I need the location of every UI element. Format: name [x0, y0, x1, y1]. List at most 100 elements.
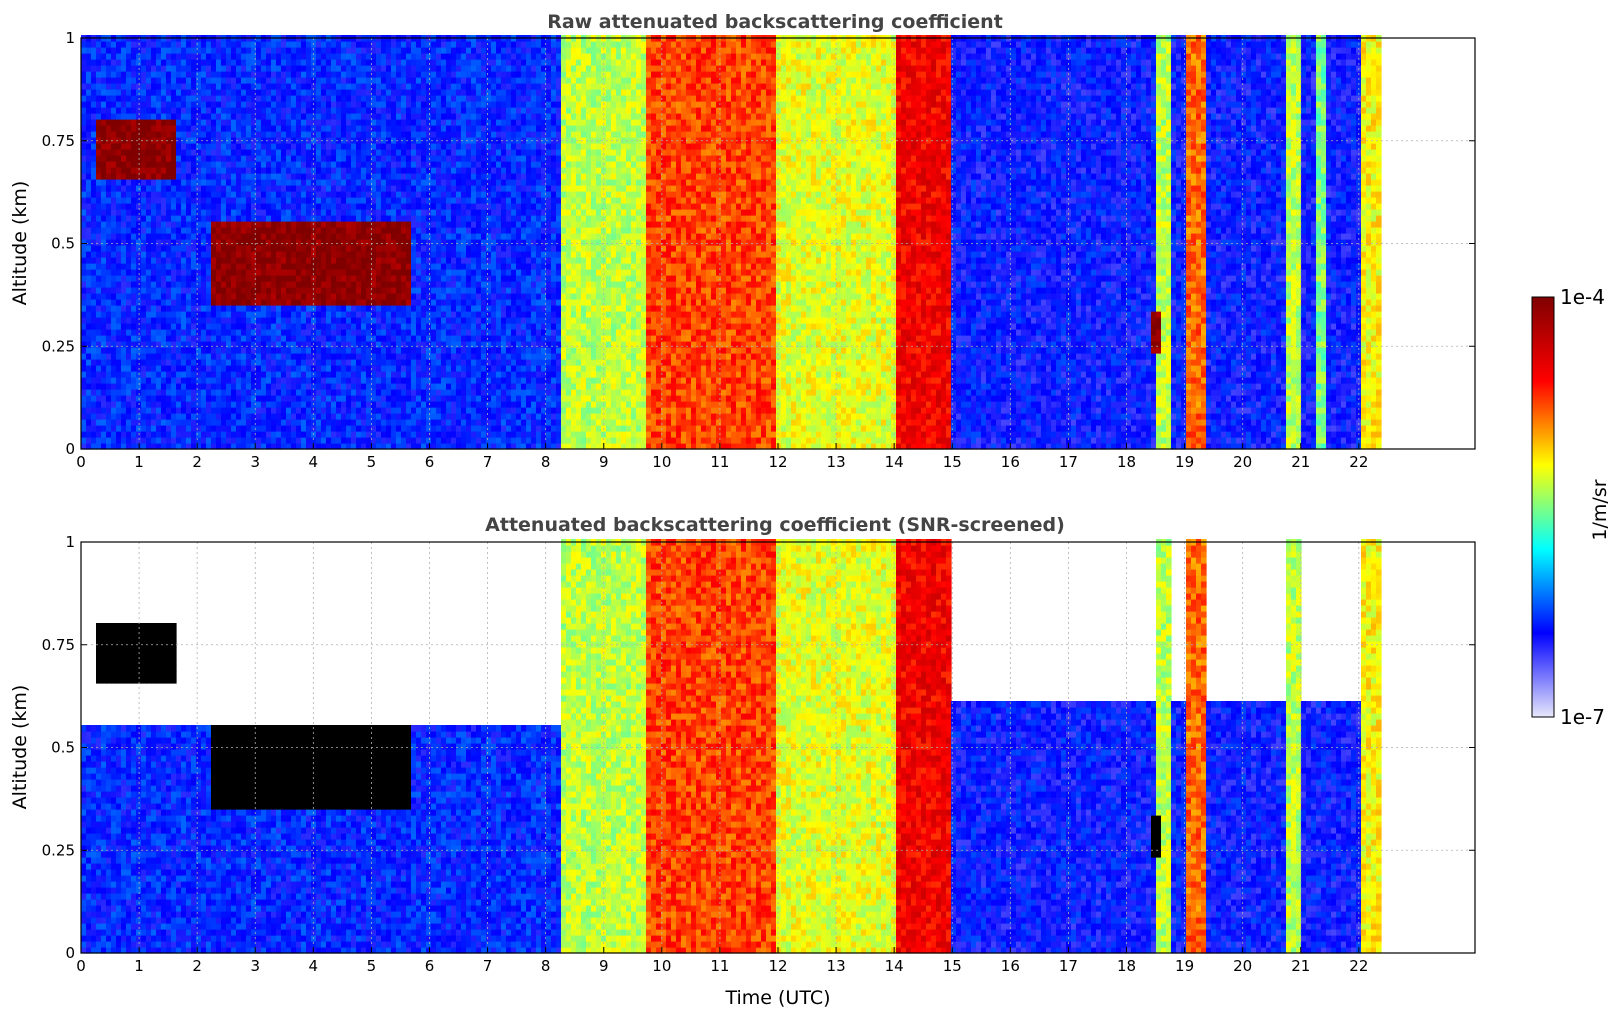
heatmap-cell	[131, 191, 137, 198]
heatmap-cell	[101, 137, 107, 144]
heatmap-cell	[146, 317, 152, 324]
heatmap-cell	[121, 305, 127, 312]
heatmap-cell	[141, 425, 147, 432]
heatmap-cell	[116, 293, 122, 300]
heatmap-cell	[91, 83, 97, 90]
heatmap-cell	[156, 269, 162, 276]
heatmap-cell	[146, 131, 152, 138]
heatmap-cell	[146, 347, 152, 354]
heatmap-cell	[141, 305, 147, 312]
heatmap-cell	[151, 77, 157, 84]
heatmap-cell	[126, 371, 132, 378]
heatmap-cell	[111, 401, 117, 408]
heatmap-cell	[131, 395, 137, 402]
heatmap-cell	[166, 125, 172, 132]
heatmap-cell	[141, 197, 147, 204]
heatmap-cell	[146, 143, 152, 150]
heatmap-cell	[166, 155, 172, 162]
heatmap-cell	[156, 407, 162, 414]
heatmap-cell	[86, 203, 92, 210]
heatmap-cell	[146, 47, 152, 54]
heatmap-cell	[111, 281, 117, 288]
heatmap-cell	[151, 275, 157, 282]
heatmap-cell	[91, 269, 97, 276]
heatmap-cell	[91, 95, 97, 102]
heatmap-cell	[156, 167, 162, 174]
heatmap-cell	[131, 107, 137, 114]
heatmap-cell	[146, 413, 152, 420]
heatmap-cell	[121, 119, 127, 126]
heatmap-cell	[146, 113, 152, 120]
heatmap-cell	[96, 113, 102, 120]
heatmap-cell	[106, 119, 112, 126]
heatmap-cell	[91, 53, 97, 60]
heatmap-cell	[106, 431, 112, 438]
heatmap-cell	[151, 323, 157, 330]
heatmap-cell	[156, 101, 162, 108]
heatmap-cell	[86, 419, 92, 426]
heatmap-cell	[96, 167, 102, 174]
heatmap-cell	[81, 197, 87, 204]
heatmap-cell	[111, 269, 117, 276]
heatmap-cell	[161, 305, 167, 312]
heatmap-cell	[141, 437, 147, 444]
heatmap-cell	[136, 407, 142, 414]
heatmap-cell	[81, 53, 87, 60]
heatmap-cell	[116, 335, 122, 342]
heatmap-cell	[96, 137, 102, 144]
heatmap-cell	[96, 311, 102, 318]
heatmap-cell	[161, 197, 167, 204]
heatmap-cell	[131, 197, 137, 204]
heatmap-cell	[156, 419, 162, 426]
heatmap-cell	[131, 233, 137, 240]
heatmap-cell	[141, 167, 147, 174]
heatmap-cell	[86, 53, 92, 60]
heatmap-cell	[91, 407, 97, 414]
heatmap-cell	[146, 371, 152, 378]
heatmap-cell	[96, 395, 102, 402]
heatmap-cell	[91, 47, 97, 54]
heatmap-cell	[91, 317, 97, 324]
heatmap-cell	[156, 77, 162, 84]
heatmap-cell	[156, 257, 162, 264]
heatmap-cell	[116, 101, 122, 108]
heatmap-cell	[111, 131, 117, 138]
heatmap-cell	[166, 323, 172, 330]
heatmap-cell	[126, 131, 132, 138]
heatmap-cell	[156, 311, 162, 318]
heatmap-cell	[86, 269, 92, 276]
heatmap-cell	[141, 65, 147, 72]
heatmap-cell	[166, 233, 172, 240]
heatmap-cell	[141, 347, 147, 354]
heatmap-cell	[131, 209, 137, 216]
heatmap-cell	[96, 197, 102, 204]
heatmap-cell	[146, 299, 152, 306]
heatmap-cell	[101, 365, 107, 372]
heatmap-cell	[161, 407, 167, 414]
heatmap-cell	[116, 371, 122, 378]
heatmap-cell	[121, 251, 127, 258]
heatmap-cell	[86, 311, 92, 318]
heatmap-cell	[96, 293, 102, 300]
heatmap-cell	[141, 179, 147, 186]
heatmap-cell	[141, 389, 147, 396]
heatmap-cell	[141, 41, 147, 48]
heatmap-cell	[126, 389, 132, 396]
heatmap-cell	[141, 239, 147, 246]
heatmap-cell	[121, 47, 127, 54]
heatmap-cell	[81, 431, 87, 438]
heatmap-cell	[81, 65, 87, 72]
heatmap-cell	[131, 227, 137, 234]
heatmap-cell	[81, 101, 87, 108]
panel-raw: Raw attenuated backscattering coefficien…	[9, 11, 1475, 471]
heatmap-cell	[86, 281, 92, 288]
heatmap-cell	[111, 71, 117, 78]
heatmap-cell	[166, 131, 172, 138]
heatmap-cell	[121, 359, 127, 366]
heatmap-cell	[86, 407, 92, 414]
heatmap-cell	[156, 41, 162, 48]
heatmap-cell	[111, 335, 117, 342]
heatmap-cell	[106, 239, 112, 246]
heatmap-cell	[141, 407, 147, 414]
heatmap-cell	[81, 89, 87, 96]
